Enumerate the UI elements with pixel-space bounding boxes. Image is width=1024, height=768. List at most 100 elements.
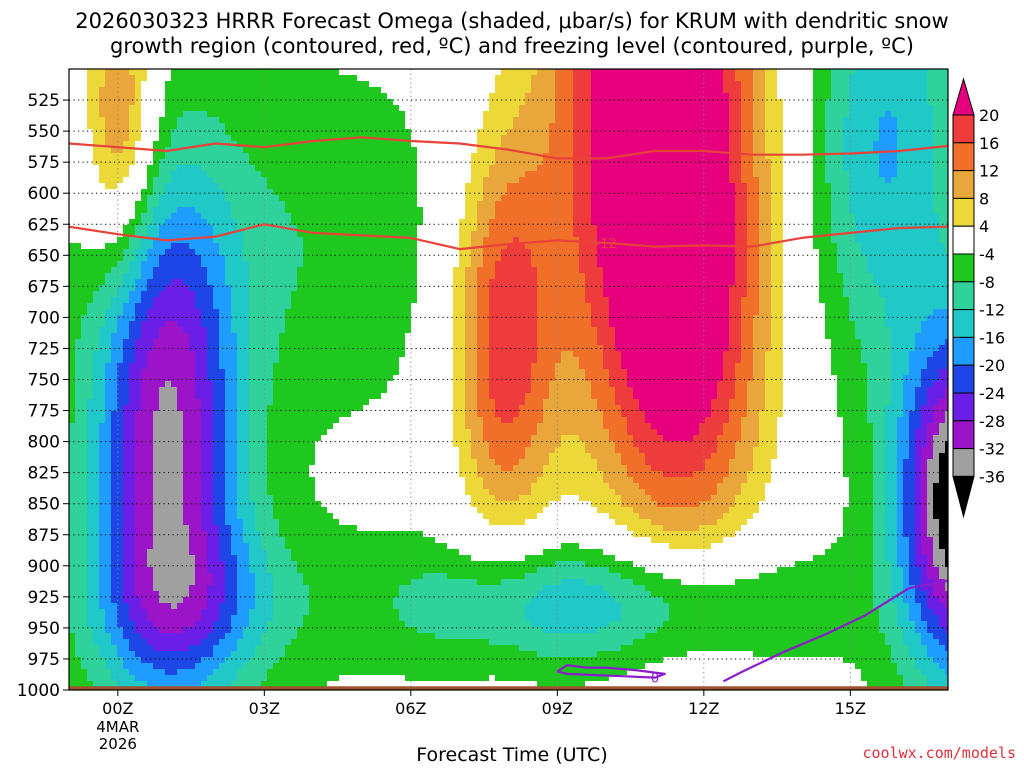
omega-cell <box>921 189 928 196</box>
omega-cell <box>759 123 766 130</box>
omega-cell <box>453 111 460 118</box>
omega-cell <box>927 123 934 130</box>
omega-cell <box>99 153 106 160</box>
omega-cell <box>375 231 382 238</box>
omega-cell <box>201 135 208 142</box>
omega-cell <box>459 249 466 256</box>
omega-cell <box>477 207 484 214</box>
omega-cell <box>189 195 196 202</box>
omega-cell <box>201 267 208 274</box>
omega-cell <box>87 117 94 124</box>
omega-cell <box>555 111 562 118</box>
omega-cell <box>459 219 466 226</box>
omega-cell <box>651 129 658 136</box>
omega-cell <box>897 189 904 196</box>
omega-cell <box>165 123 172 130</box>
omega-cell <box>669 69 676 76</box>
omega-cell <box>189 219 196 226</box>
omega-cell <box>783 75 790 82</box>
omega-cell <box>849 213 856 220</box>
omega-cell <box>165 93 172 100</box>
omega-cell <box>285 255 292 262</box>
omega-cell <box>429 135 436 142</box>
omega-cell <box>597 75 604 82</box>
omega-cell <box>903 75 910 82</box>
omega-cell <box>441 249 448 256</box>
omega-cell <box>381 171 388 178</box>
omega-cell <box>207 231 214 238</box>
omega-cell <box>603 111 610 118</box>
omega-cell <box>213 255 220 262</box>
omega-cell <box>699 189 706 196</box>
omega-cell <box>387 249 394 256</box>
omega-cell <box>177 201 184 208</box>
omega-cell <box>771 195 778 202</box>
omega-cell <box>837 147 844 154</box>
omega-cell <box>339 81 346 88</box>
omega-cell <box>873 207 880 214</box>
omega-cell <box>423 237 430 244</box>
omega-cell <box>321 129 328 136</box>
omega-cell <box>141 207 148 214</box>
omega-cell <box>543 93 550 100</box>
omega-cell <box>135 99 142 106</box>
omega-cell <box>465 225 472 232</box>
omega-cell <box>489 249 496 256</box>
omega-cell <box>435 105 442 112</box>
omega-cell <box>429 111 436 118</box>
omega-cell <box>453 255 460 262</box>
omega-cell <box>537 267 544 274</box>
omega-cell <box>69 87 76 94</box>
omega-cell <box>471 69 478 76</box>
omega-cell <box>267 135 274 142</box>
omega-cell <box>459 105 466 112</box>
omega-cell <box>723 105 730 112</box>
omega-cell <box>273 177 280 184</box>
omega-cell <box>597 237 604 244</box>
omega-cell <box>675 207 682 214</box>
omega-cell <box>339 189 346 196</box>
omega-cell <box>195 159 202 166</box>
omega-cell <box>369 93 376 100</box>
omega-cell <box>819 135 826 142</box>
omega-cell <box>795 75 802 82</box>
omega-cell <box>501 183 508 190</box>
omega-cell <box>279 219 286 226</box>
omega-cell <box>807 117 814 124</box>
omega-cell <box>645 153 652 160</box>
omega-cell <box>363 183 370 190</box>
omega-cell <box>195 255 202 262</box>
omega-cell <box>105 87 112 94</box>
omega-cell <box>141 105 148 112</box>
omega-cell <box>891 183 898 190</box>
omega-cell <box>117 249 124 256</box>
omega-cell <box>411 141 418 148</box>
omega-cell <box>405 255 412 262</box>
omega-cell <box>351 141 358 148</box>
omega-cell <box>201 261 208 268</box>
omega-cell <box>681 255 688 262</box>
omega-cell <box>855 219 862 226</box>
omega-cell <box>327 243 334 250</box>
omega-cell <box>381 267 388 274</box>
omega-cell <box>819 69 826 76</box>
omega-cell <box>315 123 322 130</box>
omega-cell <box>933 159 940 166</box>
omega-cell <box>333 99 340 106</box>
omega-cell <box>189 123 196 130</box>
omega-cell <box>207 69 214 76</box>
omega-cell <box>213 93 220 100</box>
omega-cell <box>801 153 808 160</box>
omega-cell <box>369 171 376 178</box>
omega-cell <box>813 249 820 256</box>
omega-cell <box>531 237 538 244</box>
omega-cell <box>387 93 394 100</box>
omega-cell <box>525 165 532 172</box>
omega-cell <box>699 117 706 124</box>
omega-cell <box>573 81 580 88</box>
omega-cell <box>891 117 898 124</box>
omega-cell <box>777 105 784 112</box>
omega-cell <box>855 183 862 190</box>
omega-cell <box>321 93 328 100</box>
omega-cell <box>813 141 820 148</box>
